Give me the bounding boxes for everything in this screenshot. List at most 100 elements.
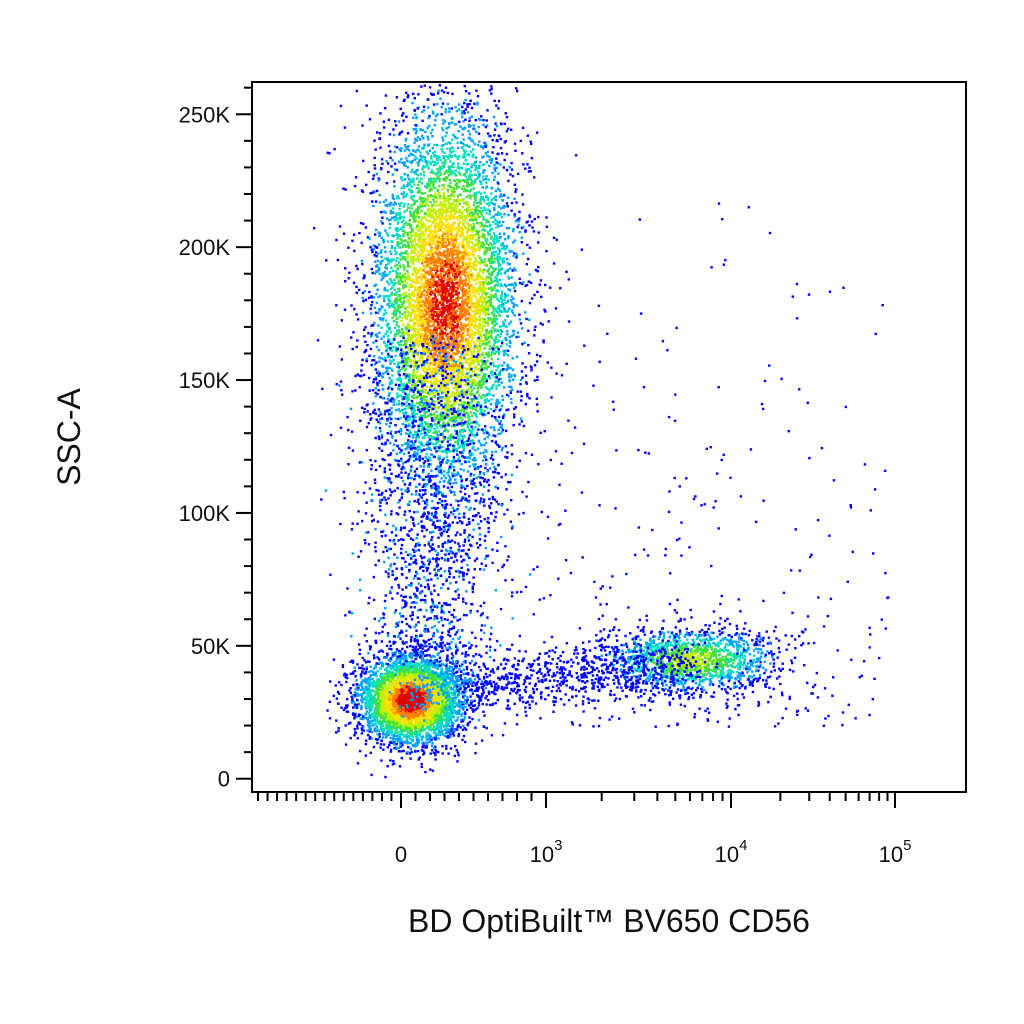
data-point bbox=[431, 146, 434, 150]
data-point bbox=[424, 770, 427, 774]
data-point bbox=[466, 416, 470, 419]
data-point bbox=[377, 695, 380, 698]
data-point bbox=[409, 682, 412, 685]
data-point bbox=[470, 482, 473, 485]
data-point bbox=[443, 699, 446, 702]
data-point bbox=[472, 655, 475, 658]
data-point bbox=[409, 644, 412, 648]
data-point bbox=[446, 668, 449, 671]
data-point bbox=[376, 669, 379, 673]
data-point bbox=[438, 672, 441, 675]
data-point bbox=[453, 693, 456, 696]
data-point bbox=[378, 132, 382, 135]
data-point bbox=[468, 720, 472, 724]
data-point bbox=[429, 676, 433, 680]
data-point bbox=[363, 672, 366, 675]
data-point bbox=[431, 715, 434, 719]
data-point bbox=[404, 663, 407, 666]
data-point bbox=[412, 653, 415, 656]
data-point bbox=[434, 374, 437, 378]
data-point bbox=[417, 679, 420, 682]
data-point bbox=[357, 688, 360, 692]
data-point bbox=[407, 274, 410, 277]
data-point bbox=[387, 686, 390, 689]
data-point bbox=[456, 703, 460, 706]
data-point bbox=[417, 334, 420, 337]
data-point bbox=[419, 232, 423, 236]
data-point bbox=[465, 358, 468, 361]
data-point bbox=[409, 726, 412, 730]
data-point bbox=[391, 713, 394, 716]
data-point bbox=[448, 295, 451, 298]
data-point bbox=[394, 702, 397, 705]
data-point bbox=[352, 700, 356, 704]
data-point bbox=[395, 717, 398, 721]
data-point bbox=[332, 658, 336, 661]
data-point bbox=[480, 221, 483, 224]
data-point bbox=[371, 250, 374, 254]
data-point bbox=[483, 191, 486, 194]
data-point bbox=[355, 683, 358, 686]
data-point bbox=[462, 703, 465, 706]
data-point bbox=[397, 697, 400, 700]
data-point bbox=[391, 697, 395, 701]
data-point bbox=[424, 668, 427, 671]
data-point bbox=[361, 670, 364, 673]
data-point bbox=[385, 690, 388, 693]
data-point bbox=[336, 702, 340, 705]
data-point bbox=[427, 664, 430, 668]
data-point bbox=[433, 150, 437, 154]
data-point bbox=[376, 697, 380, 700]
data-point bbox=[450, 722, 454, 725]
data-point bbox=[415, 743, 418, 746]
data-point bbox=[445, 735, 449, 738]
data-point bbox=[414, 726, 417, 729]
data-point bbox=[400, 657, 404, 661]
data-point bbox=[354, 692, 358, 695]
data-point bbox=[369, 751, 372, 754]
data-point bbox=[379, 413, 383, 416]
data-point bbox=[478, 173, 481, 176]
data-point bbox=[452, 672, 455, 675]
data-point bbox=[437, 720, 440, 724]
data-point bbox=[373, 656, 376, 660]
data-point bbox=[397, 670, 400, 673]
data-point bbox=[428, 721, 432, 725]
data-point bbox=[434, 718, 437, 721]
data-point bbox=[499, 193, 503, 196]
data-point bbox=[436, 722, 440, 725]
data-point bbox=[386, 731, 389, 734]
data-point bbox=[374, 233, 377, 236]
data-point bbox=[420, 765, 423, 769]
data-point bbox=[357, 684, 360, 687]
data-point bbox=[397, 701, 400, 704]
data-point bbox=[364, 742, 368, 746]
data-point bbox=[365, 667, 368, 671]
data-point bbox=[430, 697, 433, 700]
data-point bbox=[492, 384, 495, 387]
data-point bbox=[459, 675, 462, 678]
data-point bbox=[447, 709, 450, 712]
data-point bbox=[445, 694, 448, 697]
data-point bbox=[368, 737, 371, 740]
data-point bbox=[385, 720, 388, 724]
data-point bbox=[395, 714, 398, 717]
data-point bbox=[387, 672, 391, 676]
data-point bbox=[437, 737, 440, 740]
data-point bbox=[424, 401, 427, 404]
data-point bbox=[403, 698, 406, 701]
data-point bbox=[392, 694, 396, 697]
data-point bbox=[421, 221, 424, 224]
data-point bbox=[395, 679, 398, 683]
data-point bbox=[387, 690, 390, 693]
data-point bbox=[419, 656, 422, 659]
data-point bbox=[420, 710, 423, 713]
data-point bbox=[464, 150, 468, 153]
data-point bbox=[401, 696, 404, 700]
data-point bbox=[493, 257, 497, 260]
data-point bbox=[420, 683, 423, 686]
data-point bbox=[384, 546, 387, 549]
data-point bbox=[448, 703, 452, 707]
data-point bbox=[379, 675, 382, 678]
data-point bbox=[451, 712, 454, 715]
